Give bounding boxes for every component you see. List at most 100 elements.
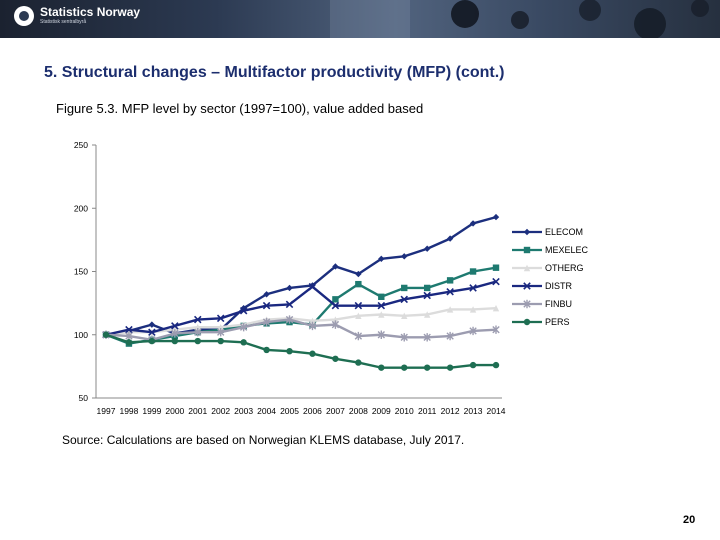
- data-point-mexelec: [446, 277, 454, 284]
- data-point-finbu: [217, 328, 225, 337]
- x-tick-label: 2005: [280, 406, 299, 416]
- series-line-mexelec: [105, 266, 497, 345]
- y-tick-label: 250: [74, 140, 88, 150]
- x-tick-label: 1998: [119, 406, 138, 416]
- data-point-finbu: [194, 328, 202, 337]
- data-point-elecom: [332, 263, 339, 270]
- data-point-mexelec: [378, 293, 385, 300]
- data-point-pers: [423, 364, 431, 371]
- data-point-otherg: [309, 317, 316, 325]
- page-number: 20: [683, 514, 696, 526]
- y-tick-label: 150: [74, 267, 88, 277]
- x-tick-label: 2010: [395, 406, 414, 416]
- data-point-distr: [377, 301, 386, 310]
- data-point-distr: [171, 322, 179, 330]
- series-line-pers: [105, 333, 496, 369]
- data-point-pers: [378, 364, 385, 371]
- y-tick-label: 200: [74, 203, 88, 213]
- data-point-otherg: [332, 316, 339, 323]
- x-tick-label: 2011: [418, 406, 437, 416]
- logo-mark-icon: [14, 6, 34, 26]
- data-point-pers: [194, 337, 201, 345]
- data-point-finbu: [171, 329, 179, 338]
- x-tick-label: 2009: [372, 406, 391, 416]
- data-point-finbu: [492, 325, 500, 334]
- source-note: Source: Calculations are based on Norweg…: [62, 433, 465, 447]
- x-tick-label: 2007: [326, 406, 345, 416]
- x-tick-label: 2000: [165, 406, 184, 416]
- data-point-otherg: [469, 306, 477, 313]
- header-banner: Statistics Norway Statistisk sentralbyrå: [0, 0, 720, 38]
- data-point-distr: [216, 314, 225, 323]
- data-point-mexelec: [423, 284, 431, 292]
- legend-label-distr: DISTR: [545, 281, 573, 291]
- data-point-distr: [446, 287, 454, 296]
- data-point-elecom: [148, 321, 156, 328]
- data-point-pers: [401, 364, 408, 371]
- data-point-pers: [469, 361, 477, 369]
- data-point-elecom: [401, 253, 408, 260]
- legend-marker-mexelec: [523, 246, 531, 254]
- data-point-elecom: [286, 284, 293, 292]
- data-point-finbu: [285, 315, 294, 324]
- data-point-pers: [355, 359, 362, 366]
- data-point-pers: [171, 337, 179, 345]
- data-point-mexelec: [355, 280, 362, 288]
- statistics-norway-logo[interactable]: Statistics Norway Statistisk sentralbyrå: [14, 6, 140, 26]
- data-point-pers: [446, 364, 454, 371]
- data-point-elecom: [263, 291, 270, 298]
- data-point-mexelec: [492, 264, 500, 271]
- data-point-finbu: [469, 326, 477, 336]
- data-point-otherg: [446, 306, 454, 313]
- data-point-distr: [331, 301, 340, 310]
- series-line-otherg: [105, 306, 497, 336]
- logo-name: Statistics Norway: [40, 5, 141, 19]
- x-tick-label: 2002: [211, 406, 230, 416]
- legend-label-mexelec: MEXELEC: [545, 245, 589, 255]
- legend-marker-otherg: [523, 264, 531, 272]
- series-line-distr: [105, 280, 497, 336]
- data-point-finbu: [377, 330, 385, 339]
- legend-label-pers: PERS: [545, 317, 570, 327]
- data-point-elecom: [492, 213, 500, 221]
- data-point-distr: [125, 325, 133, 334]
- data-point-finbu: [354, 331, 363, 341]
- data-point-distr: [148, 328, 156, 336]
- data-point-pers: [125, 339, 133, 346]
- data-point-distr: [239, 306, 248, 315]
- data-point-elecom: [423, 245, 431, 252]
- x-tick-label: 2003: [234, 406, 253, 416]
- data-point-finbu: [308, 321, 317, 331]
- x-tick-label: 2014: [487, 406, 506, 416]
- data-point-otherg: [378, 311, 385, 318]
- data-point-otherg: [492, 304, 500, 312]
- data-point-otherg: [423, 311, 431, 318]
- data-point-otherg: [194, 323, 201, 331]
- data-point-distr: [262, 301, 271, 310]
- data-point-elecom: [446, 235, 454, 242]
- legend-label-otherg: OTHERG: [545, 263, 584, 273]
- data-point-distr: [469, 284, 477, 292]
- data-point-finbu: [446, 331, 454, 341]
- y-tick-label: 100: [74, 330, 88, 340]
- logo-subtitle: Statistisk sentralbyrå: [40, 19, 87, 25]
- data-point-distr: [400, 295, 409, 304]
- data-point-otherg: [401, 312, 408, 319]
- data-point-distr: [423, 291, 431, 300]
- x-tick-label: 2008: [349, 406, 368, 416]
- data-point-elecom: [355, 270, 362, 278]
- data-point-finbu: [423, 333, 431, 342]
- legend-label-finbu: FINBU: [545, 299, 572, 309]
- data-point-pers: [217, 337, 224, 345]
- data-point-mexelec: [332, 296, 339, 303]
- data-point-otherg: [217, 323, 224, 331]
- x-tick-label: 2012: [441, 406, 460, 416]
- data-point-distr: [285, 300, 294, 309]
- figure-title: Figure 5.3. MFP level by sector (1997=10…: [56, 101, 424, 116]
- data-point-finbu: [400, 333, 408, 342]
- legend-marker-elecom: [523, 228, 531, 236]
- legend-marker-distr: [523, 282, 531, 290]
- x-tick-label: 1999: [142, 406, 161, 416]
- data-point-finbu: [262, 317, 271, 327]
